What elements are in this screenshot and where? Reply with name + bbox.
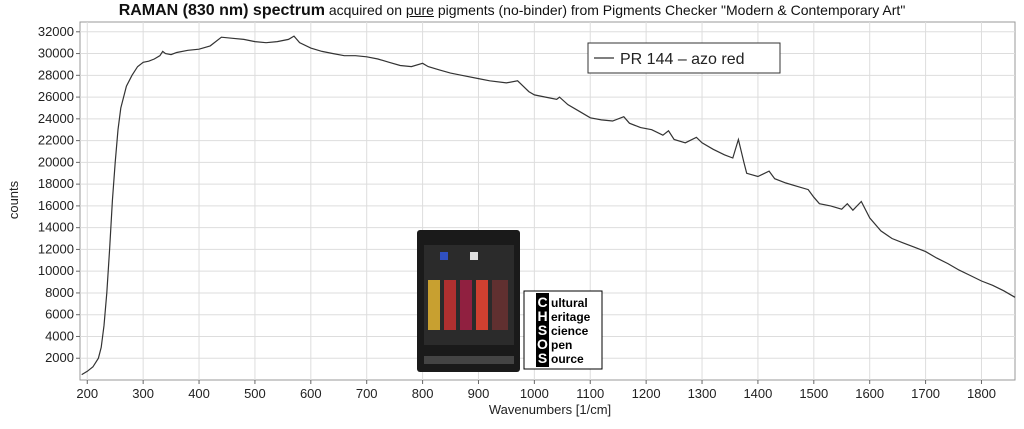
spectrum-line xyxy=(81,35,1016,376)
logo-word: pen xyxy=(551,338,572,352)
x-tick-label: 1100 xyxy=(576,386,604,401)
legend xyxy=(587,42,781,74)
y-tick-label: 10000 xyxy=(38,263,74,278)
x-tick-label: 1000 xyxy=(520,386,549,401)
x-tick-label: 1500 xyxy=(799,386,828,401)
y-tick-label: 12000 xyxy=(38,241,74,256)
pigment-card xyxy=(417,230,520,372)
x-tick-label: 1800 xyxy=(967,386,996,401)
logo-letter: C xyxy=(537,294,547,310)
y-tick-label: 6000 xyxy=(45,307,74,322)
y-tick-label: 14000 xyxy=(38,220,74,235)
logo-word: eritage xyxy=(551,310,591,324)
chart-title: RAMAN (830 nm) spectrum acquired on pure… xyxy=(0,2,1024,20)
grid: 200 300 400 500 600 700 800 900 1000 1100 1200 1300… xyxy=(38,22,1015,401)
logo-word: ource xyxy=(551,352,584,366)
y-tick-label: 30000 xyxy=(38,46,74,61)
x-tick-label: 1300 xyxy=(688,386,717,401)
title-text: acquired on xyxy=(324,2,406,18)
y-tick-label: 18000 xyxy=(38,176,74,191)
y-tick-label: 26000 xyxy=(38,89,74,104)
x-tick-label: 500 xyxy=(244,386,266,401)
x-tick-label: 1200 xyxy=(632,386,661,401)
x-tick-label: 800 xyxy=(412,386,434,401)
legend-label: PR 144 – azo red xyxy=(620,51,745,68)
logo-letter: O xyxy=(537,336,548,352)
y-tick-label: 16000 xyxy=(38,198,74,213)
title-text: pigments (no-binder) from Pigments Check… xyxy=(433,2,906,18)
y-tick-label: 4000 xyxy=(45,328,74,343)
legend-items: PR 144 – azo red xyxy=(594,51,745,68)
y-tick-label: 2000 xyxy=(45,350,74,365)
logo-letter: S xyxy=(538,350,547,366)
logo-letter: H xyxy=(537,308,547,324)
x-tick-label: 1700 xyxy=(911,386,940,401)
x-tick-label: 200 xyxy=(76,386,98,401)
x-tick-label: 900 xyxy=(468,386,490,401)
title-bold: RAMAN (830 nm) spectrum xyxy=(118,2,325,19)
y-tick-label: 8000 xyxy=(45,285,74,300)
y-tick-label: 20000 xyxy=(38,154,74,169)
y-tick-label: 32000 xyxy=(38,24,74,39)
y-tick-label: 24000 xyxy=(38,111,74,126)
x-axis-label: Wavenumbers [1/cm] xyxy=(489,402,611,417)
y-tick-label: 28000 xyxy=(38,67,74,82)
logo-bar xyxy=(536,293,549,367)
x-tick-label: 300 xyxy=(132,386,154,401)
logo-word: cience xyxy=(551,324,589,338)
title-underlined: pure xyxy=(405,2,434,18)
y-tick-label: 22000 xyxy=(38,133,74,148)
y-axis-label: counts xyxy=(6,180,21,219)
x-tick-label: 1400 xyxy=(743,386,772,401)
logo-letter: S xyxy=(538,322,547,338)
x-tick-label: 1600 xyxy=(855,386,884,401)
logo-word: ultural xyxy=(551,296,588,310)
x-tick-label: 700 xyxy=(356,386,378,401)
x-tick-label: 600 xyxy=(300,386,322,401)
x-tick-label: 400 xyxy=(188,386,210,401)
marks xyxy=(81,35,1016,376)
